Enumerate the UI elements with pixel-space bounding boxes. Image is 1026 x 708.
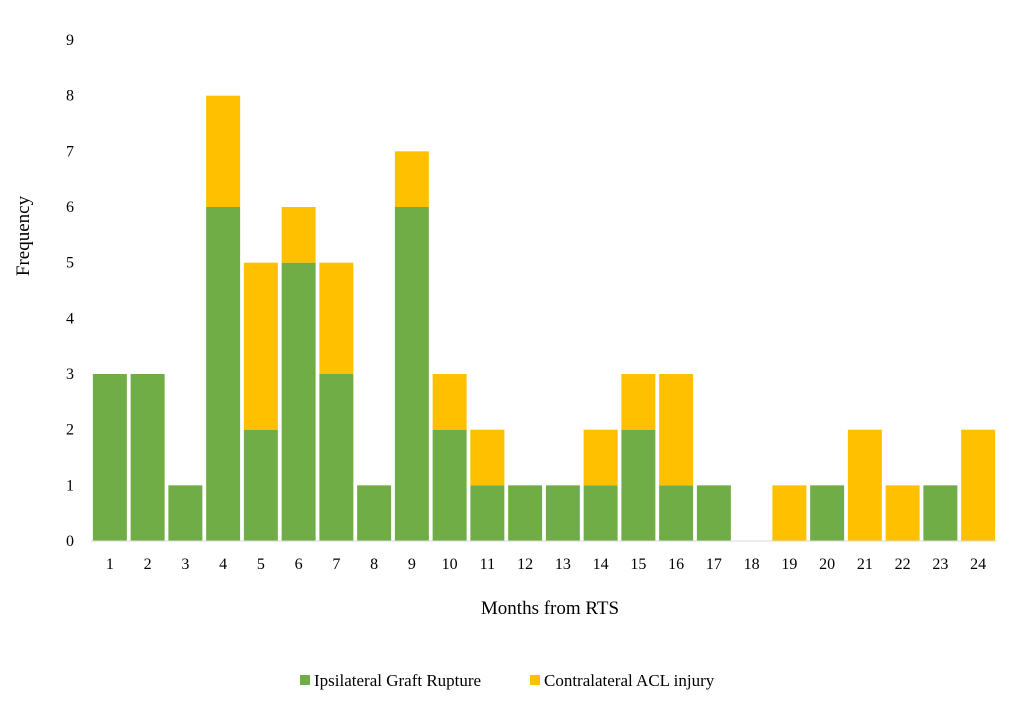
x-tick-label: 3	[181, 556, 189, 573]
x-tick-label: 18	[744, 556, 760, 573]
y-axis-ticks: 0 1 2 3 4 5 6 7 8 9	[66, 32, 74, 550]
bar-contralateral-6	[281, 207, 316, 263]
bar-ipsilateral-12	[508, 485, 543, 541]
x-axis-title: Months from RTS	[481, 598, 619, 619]
x-tick-label: 20	[819, 556, 835, 573]
x-tick-label: 19	[781, 556, 797, 573]
bar-ipsilateral-8	[357, 485, 392, 541]
legend-swatch-ipsilateral	[300, 675, 310, 685]
x-tick-label: 9	[408, 556, 416, 573]
x-tick-label: 5	[257, 556, 265, 573]
y-tick-label: 8	[66, 88, 74, 105]
x-tick-label: 16	[668, 556, 684, 573]
bar-ipsilateral-10	[432, 429, 467, 541]
y-axis-title: Frequency	[13, 195, 34, 276]
bar-contralateral-4	[206, 95, 241, 207]
y-tick-label: 9	[66, 32, 74, 49]
x-tick-label: 17	[706, 556, 722, 573]
y-tick-label: 4	[66, 310, 74, 327]
bar-ipsilateral-2	[130, 374, 165, 541]
bar-contralateral-15	[621, 374, 656, 430]
bar-contralateral-5	[243, 262, 278, 430]
bar-ipsilateral-4	[206, 207, 241, 541]
bar-ipsilateral-15	[621, 429, 656, 541]
x-tick-label: 21	[857, 556, 873, 573]
x-tick-label: 4	[219, 556, 227, 573]
y-tick-label: 2	[66, 422, 74, 439]
x-tick-label: 12	[517, 556, 533, 573]
bar-ipsilateral-13	[545, 485, 580, 541]
x-tick-label: 1	[106, 556, 114, 573]
bar-ipsilateral-3	[168, 485, 203, 541]
y-tick-label: 7	[66, 143, 74, 160]
bar-contralateral-22	[885, 485, 920, 541]
bar-contralateral-10	[432, 374, 467, 430]
bar-contralateral-24	[961, 429, 996, 541]
x-tick-label: 6	[295, 556, 303, 573]
bar-ipsilateral-6	[281, 262, 316, 541]
x-tick-label: 24	[970, 556, 986, 573]
bar-ipsilateral-14	[583, 485, 618, 541]
legend: Ipsilateral Graft Rupture Contralateral A…	[300, 671, 715, 690]
legend-label-contralateral: Contralateral ACL injury	[544, 671, 715, 690]
x-tick-label: 10	[442, 556, 458, 573]
bar-contralateral-21	[847, 429, 882, 541]
x-tick-label: 8	[370, 556, 378, 573]
x-tick-label: 11	[480, 556, 495, 573]
y-tick-label: 3	[66, 366, 74, 383]
y-tick-label: 0	[66, 533, 74, 550]
bars	[92, 95, 996, 541]
bar-ipsilateral-11	[470, 485, 505, 541]
bar-contralateral-11	[470, 429, 505, 486]
x-tick-label: 23	[932, 556, 948, 573]
x-tick-label: 14	[593, 556, 609, 573]
x-tick-label: 13	[555, 556, 571, 573]
bar-ipsilateral-20	[810, 485, 845, 541]
bar-ipsilateral-23	[923, 485, 958, 541]
bar-ipsilateral-9	[394, 207, 429, 541]
legend-label-ipsilateral: Ipsilateral Graft Rupture	[314, 671, 481, 690]
bar-ipsilateral-16	[659, 485, 694, 541]
bar-contralateral-9	[394, 151, 429, 207]
x-tick-label: 2	[144, 556, 152, 573]
x-tick-label: 7	[332, 556, 340, 573]
bar-contralateral-14	[583, 429, 618, 486]
y-tick-label: 6	[66, 199, 74, 216]
y-tick-label: 1	[66, 477, 74, 494]
legend-swatch-contralateral	[530, 675, 540, 685]
bar-contralateral-19	[772, 485, 807, 541]
x-tick-label: 15	[630, 556, 646, 573]
bar-ipsilateral-7	[319, 374, 354, 541]
bar-ipsilateral-1	[92, 374, 127, 541]
bar-contralateral-7	[319, 262, 354, 374]
x-tick-label: 22	[895, 556, 911, 573]
bar-ipsilateral-5	[243, 429, 278, 541]
bar-ipsilateral-17	[696, 485, 731, 541]
bar-contralateral-16	[659, 374, 694, 486]
y-tick-label: 5	[66, 255, 74, 272]
x-axis-ticks: 1 2 3 4 5 6 7 8 9 10 11 12 13 14 15 16 17 18 19 20 21 22 23 24	[106, 556, 986, 573]
